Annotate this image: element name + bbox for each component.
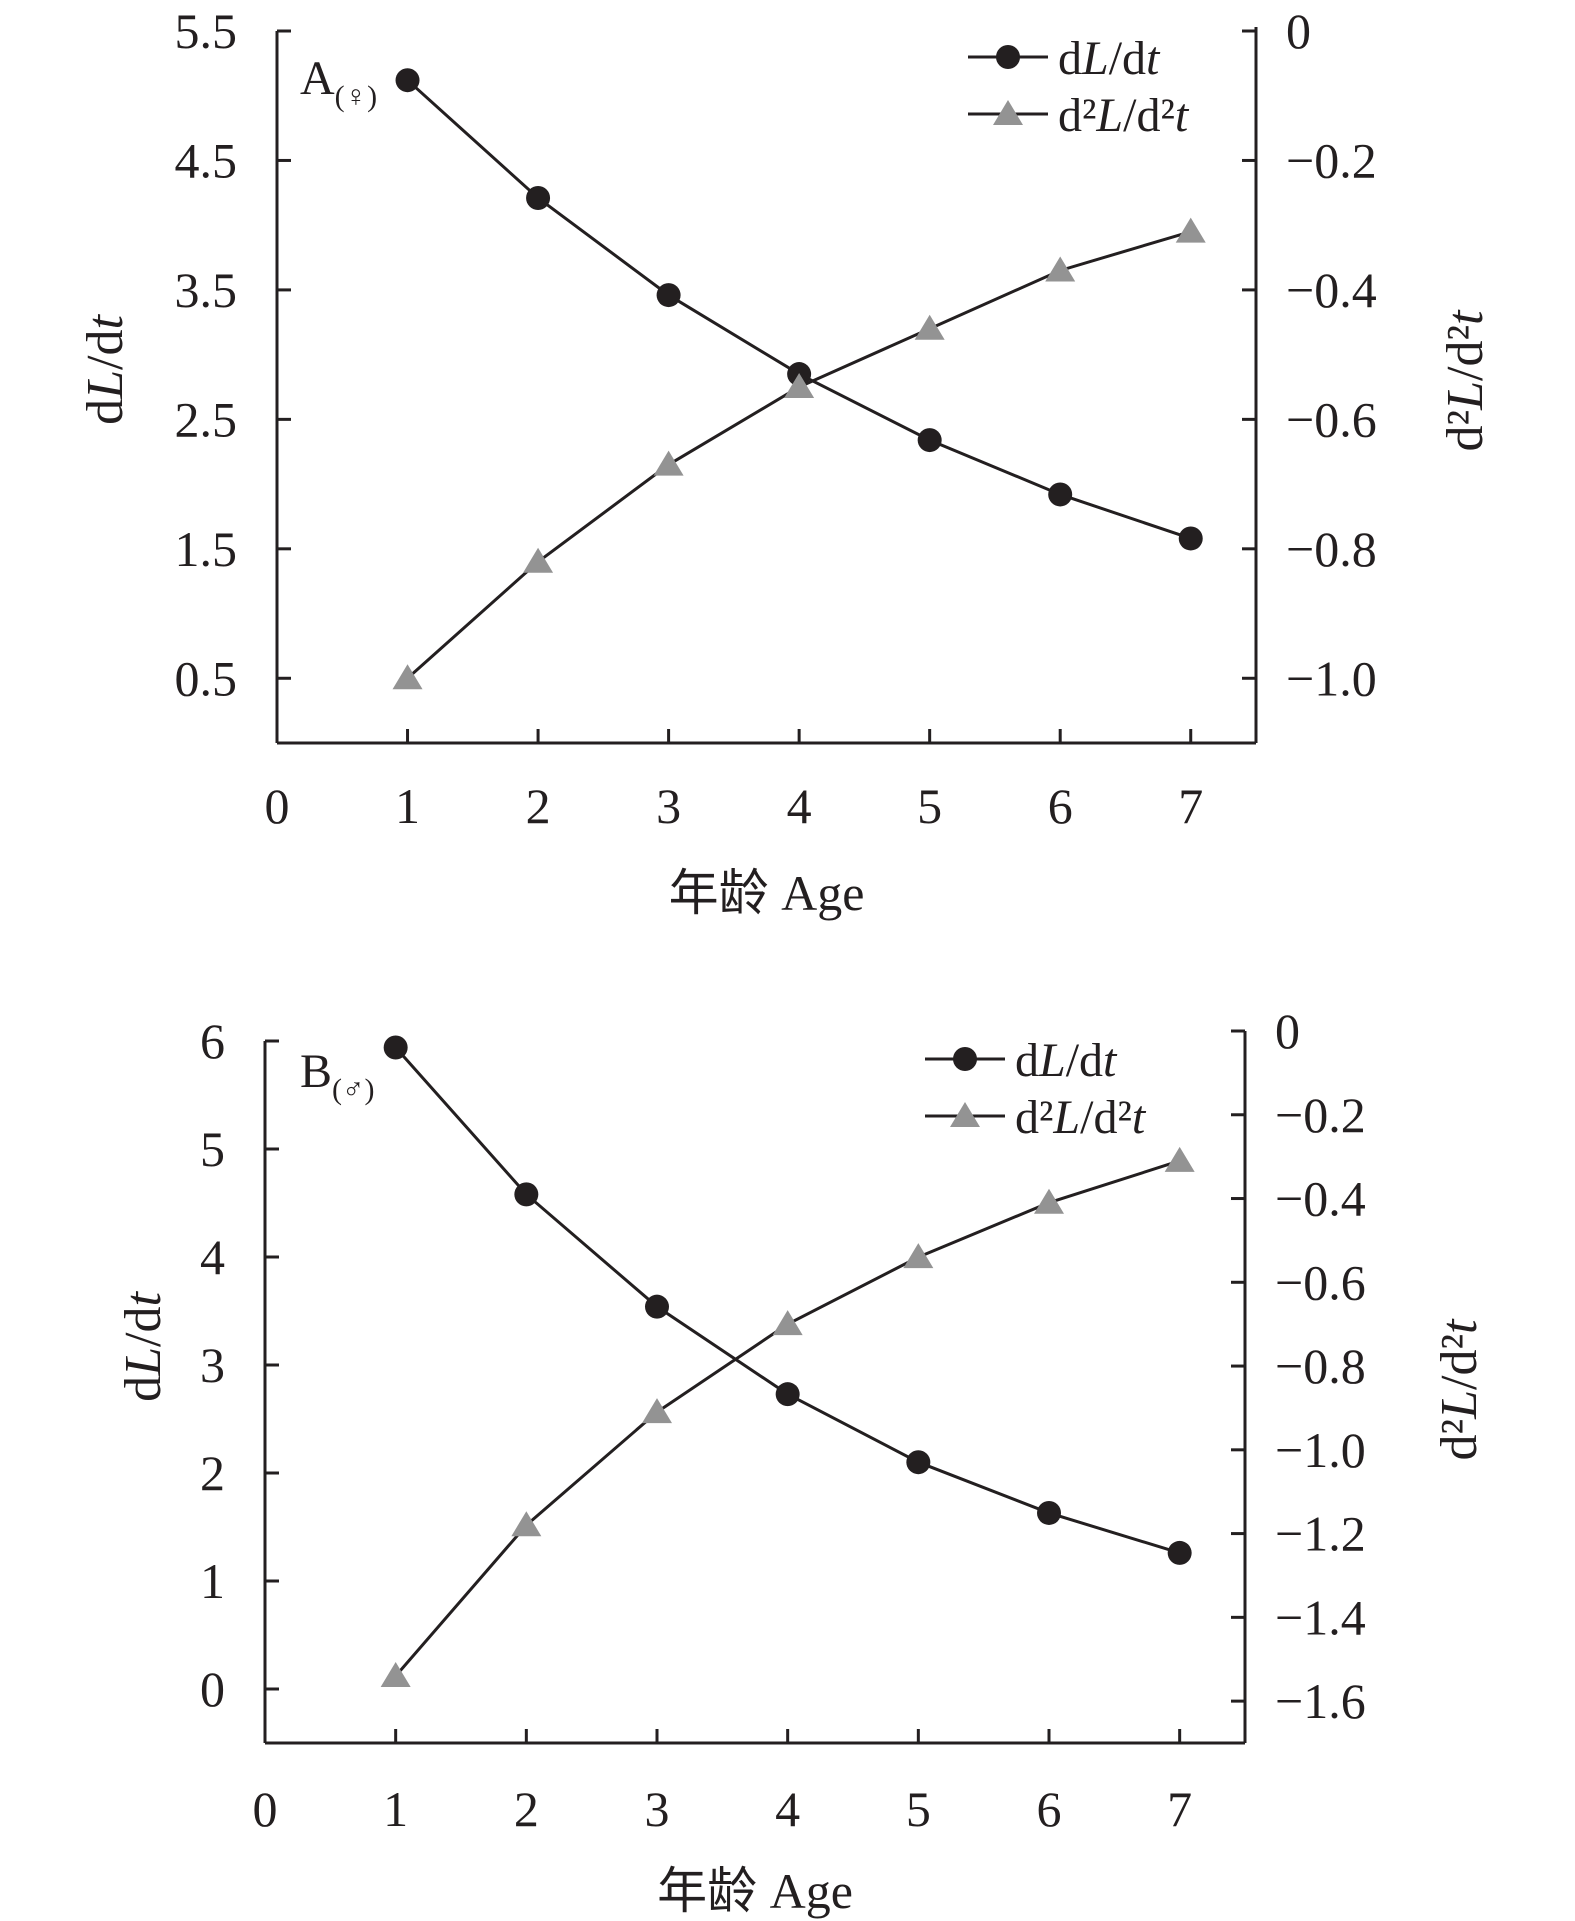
data-point-circle [906, 1450, 931, 1475]
data-point-triangle [784, 373, 815, 398]
data-point-triangle [1034, 1188, 1064, 1214]
x-tick-label: 6 [1048, 778, 1073, 834]
x-tick-label: 4 [787, 778, 812, 834]
panel-label: A(♀) [300, 52, 377, 113]
x-tick-label: 4 [775, 1781, 800, 1837]
x-tick-label: 6 [1037, 1781, 1062, 1837]
right-tick-label: −1.6 [1275, 1673, 1366, 1729]
left-tick-label: 5.5 [175, 3, 238, 59]
data-point-circle [1167, 1540, 1192, 1565]
panel-label: B(♂) [300, 1045, 375, 1106]
x-tick-label: 2 [526, 778, 551, 834]
data-point-triangle [1164, 1146, 1195, 1172]
right-tick-label: −1.0 [1286, 650, 1377, 706]
left-tick-label: 3.5 [175, 262, 238, 318]
data-point-circle [395, 68, 420, 93]
x-axis-title: 年龄 Age [669, 865, 865, 921]
x-tick-label: 1 [383, 1781, 408, 1837]
legend-label: d²L/d²t [1058, 89, 1190, 142]
panel-letter: B [300, 1045, 332, 1098]
data-point-triangle [653, 450, 684, 476]
data-point-circle [775, 1382, 800, 1407]
left-tick-label: 4 [200, 1229, 225, 1285]
data-point-triangle [511, 1511, 542, 1537]
panel-sex: (♂) [332, 1073, 374, 1106]
x-tick-label: 7 [1167, 1781, 1192, 1837]
chart-b: 0 1 2 3 4 5 6 −1.6 −1.4 −1.2 −1.0 −0.8 −0.6 −0.4 −0.2 0… [115, 1003, 1488, 1919]
left-y-axis-title: dL/dt [115, 1291, 172, 1402]
right-tick-label: −0.2 [1275, 1087, 1366, 1143]
legend-circle-icon [953, 1047, 977, 1071]
data-point-triangle [523, 547, 554, 573]
data-point-triangle [772, 1310, 803, 1336]
x-tick-label: 0 [253, 1781, 278, 1837]
data-point-circle [645, 1294, 669, 1319]
x-tick-label: 3 [656, 778, 681, 834]
left-tick-label: 1 [200, 1553, 225, 1609]
data-point-circle [526, 185, 551, 210]
panel-letter: A [300, 52, 335, 105]
x-tick-label: 1 [395, 778, 420, 834]
legend-label: d²L/d²t [1015, 1091, 1147, 1144]
left-tick-label: 2.5 [175, 391, 238, 447]
left-tick-label: 4.5 [175, 132, 238, 188]
right-tick-label: 0 [1286, 3, 1311, 59]
right-tick-label: −1.4 [1275, 1589, 1366, 1645]
x-tick-label: 5 [906, 1781, 931, 1837]
data-point-circle [1178, 526, 1203, 551]
right-y-axis-title: d²L/d²t [1431, 1318, 1488, 1461]
data-point-triangle [392, 664, 423, 690]
left-tick-label: 2 [200, 1445, 225, 1501]
series-line-dldt [406, 79, 1192, 540]
right-tick-label: −0.6 [1286, 391, 1377, 447]
legend-triangle-icon [950, 1102, 980, 1127]
right-tick-label: −0.6 [1275, 1254, 1366, 1310]
x-tick-label: 2 [514, 1781, 539, 1837]
right-tick-label: 0 [1275, 1003, 1300, 1059]
right-tick-label: −0.2 [1286, 132, 1377, 188]
data-point-triangle [1045, 256, 1076, 282]
data-point-triangle [914, 314, 945, 340]
left-y-axis-title: dL/dt [77, 314, 134, 425]
left-tick-label: 0 [200, 1661, 225, 1717]
left-tick-label: 5 [200, 1121, 225, 1177]
right-y-axis-title: d²L/d²t [1437, 309, 1494, 452]
data-point-circle [383, 1035, 408, 1060]
x-tick-label: 7 [1178, 778, 1203, 834]
series-line-d2ldt2 [406, 230, 1192, 680]
right-tick-label: −0.4 [1275, 1171, 1366, 1227]
data-point-circle [656, 283, 681, 308]
panel-sex: (♀) [335, 80, 377, 113]
data-point-circle [1037, 1500, 1061, 1525]
left-tick-label: 6 [200, 1013, 225, 1069]
data-point-triangle [642, 1398, 672, 1424]
legend-triangle-icon [993, 100, 1023, 125]
chart-a: 0.5 1.5 2.5 3.5 4.5 5.5 −1.0 −0.8 −0.6 −0.4 −0.2 0 0… [77, 3, 1494, 921]
right-tick-label: −0.8 [1286, 521, 1377, 577]
x-tick-label: 5 [917, 778, 942, 834]
right-tick-label: −1.2 [1275, 1506, 1366, 1562]
data-point-triangle [1175, 217, 1206, 243]
x-tick-label: 3 [645, 1781, 670, 1837]
data-point-circle [917, 428, 942, 453]
data-point-triangle [380, 1661, 411, 1687]
data-point-triangle [903, 1243, 934, 1269]
legend-label: dL/dt [1015, 1034, 1118, 1087]
right-tick-label: −0.4 [1286, 262, 1377, 318]
left-tick-label: 1.5 [175, 521, 238, 577]
right-tick-label: −1.0 [1275, 1422, 1366, 1478]
data-point-circle [1048, 482, 1073, 507]
data-point-circle [514, 1182, 539, 1207]
right-tick-label: −0.8 [1275, 1338, 1366, 1394]
left-tick-label: 3 [200, 1337, 225, 1393]
x-tick-label: 0 [265, 778, 290, 834]
left-tick-label: 0.5 [175, 650, 238, 706]
x-axis-title: 年龄 Age [657, 1863, 853, 1919]
legend-circle-icon [996, 45, 1020, 69]
legend-label: dL/dt [1058, 32, 1161, 85]
series-line-d2ldt2 [394, 1159, 1181, 1677]
